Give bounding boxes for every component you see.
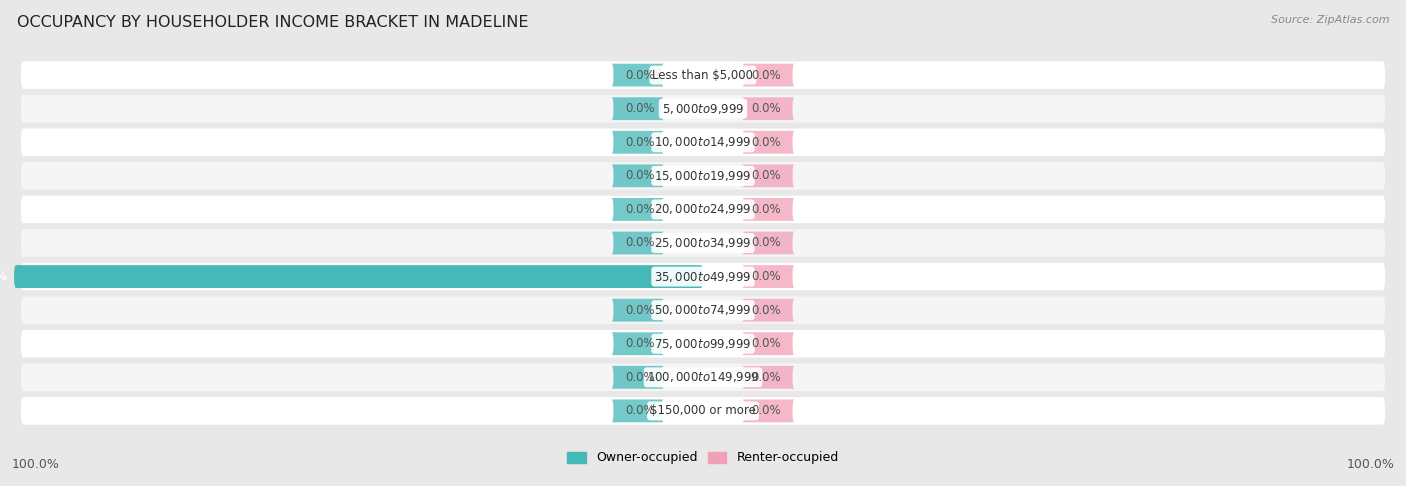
FancyBboxPatch shape — [742, 299, 794, 322]
Text: 0.0%: 0.0% — [751, 237, 780, 249]
FancyBboxPatch shape — [612, 399, 664, 422]
Text: $35,000 to $49,999: $35,000 to $49,999 — [654, 270, 752, 283]
FancyBboxPatch shape — [14, 265, 703, 288]
Text: $25,000 to $34,999: $25,000 to $34,999 — [654, 236, 752, 250]
Text: $5,000 to $9,999: $5,000 to $9,999 — [662, 102, 744, 116]
FancyBboxPatch shape — [21, 397, 1385, 425]
Text: 0.0%: 0.0% — [626, 203, 655, 216]
FancyBboxPatch shape — [612, 299, 664, 322]
FancyBboxPatch shape — [742, 332, 794, 355]
FancyBboxPatch shape — [21, 330, 1385, 358]
FancyBboxPatch shape — [742, 198, 794, 221]
FancyBboxPatch shape — [21, 263, 1385, 290]
Text: Less than $5,000: Less than $5,000 — [652, 69, 754, 82]
Text: $150,000 or more: $150,000 or more — [650, 404, 756, 417]
FancyBboxPatch shape — [612, 164, 664, 187]
Text: 0.0%: 0.0% — [751, 102, 780, 115]
Text: 0.0%: 0.0% — [751, 404, 780, 417]
Text: 0.0%: 0.0% — [751, 304, 780, 317]
Text: 0.0%: 0.0% — [751, 337, 780, 350]
Text: 0.0%: 0.0% — [626, 237, 655, 249]
Text: 100.0%: 100.0% — [1347, 458, 1395, 471]
FancyBboxPatch shape — [742, 366, 794, 389]
FancyBboxPatch shape — [612, 198, 664, 221]
FancyBboxPatch shape — [21, 229, 1385, 257]
FancyBboxPatch shape — [21, 364, 1385, 391]
Text: Source: ZipAtlas.com: Source: ZipAtlas.com — [1271, 15, 1389, 25]
Text: $10,000 to $14,999: $10,000 to $14,999 — [654, 135, 752, 149]
Text: 0.0%: 0.0% — [751, 371, 780, 384]
Text: $15,000 to $19,999: $15,000 to $19,999 — [654, 169, 752, 183]
FancyBboxPatch shape — [612, 332, 664, 355]
Text: 100.0%: 100.0% — [0, 270, 7, 283]
FancyBboxPatch shape — [612, 366, 664, 389]
Text: 0.0%: 0.0% — [626, 304, 655, 317]
Text: 100.0%: 100.0% — [11, 458, 59, 471]
Text: $100,000 to $149,999: $100,000 to $149,999 — [647, 370, 759, 384]
FancyBboxPatch shape — [21, 95, 1385, 122]
Text: 0.0%: 0.0% — [626, 371, 655, 384]
FancyBboxPatch shape — [21, 61, 1385, 89]
Text: 0.0%: 0.0% — [751, 136, 780, 149]
Text: $75,000 to $99,999: $75,000 to $99,999 — [654, 337, 752, 351]
FancyBboxPatch shape — [21, 128, 1385, 156]
Legend: Owner-occupied, Renter-occupied: Owner-occupied, Renter-occupied — [562, 447, 844, 469]
FancyBboxPatch shape — [742, 97, 794, 120]
Text: $50,000 to $74,999: $50,000 to $74,999 — [654, 303, 752, 317]
FancyBboxPatch shape — [21, 196, 1385, 223]
FancyBboxPatch shape — [21, 162, 1385, 190]
FancyBboxPatch shape — [742, 399, 794, 422]
Text: 0.0%: 0.0% — [626, 169, 655, 182]
Text: $20,000 to $24,999: $20,000 to $24,999 — [654, 203, 752, 216]
Text: 0.0%: 0.0% — [751, 69, 780, 82]
FancyBboxPatch shape — [742, 232, 794, 254]
Text: OCCUPANCY BY HOUSEHOLDER INCOME BRACKET IN MADELINE: OCCUPANCY BY HOUSEHOLDER INCOME BRACKET … — [17, 15, 529, 30]
Text: 0.0%: 0.0% — [626, 136, 655, 149]
FancyBboxPatch shape — [612, 64, 664, 87]
Text: 0.0%: 0.0% — [626, 337, 655, 350]
FancyBboxPatch shape — [612, 97, 664, 120]
FancyBboxPatch shape — [742, 131, 794, 154]
Text: 0.0%: 0.0% — [626, 404, 655, 417]
FancyBboxPatch shape — [21, 296, 1385, 324]
FancyBboxPatch shape — [612, 232, 664, 254]
Text: 0.0%: 0.0% — [751, 203, 780, 216]
Text: 0.0%: 0.0% — [626, 69, 655, 82]
Text: 0.0%: 0.0% — [751, 270, 780, 283]
Text: 0.0%: 0.0% — [626, 102, 655, 115]
FancyBboxPatch shape — [742, 265, 794, 288]
Text: 0.0%: 0.0% — [751, 169, 780, 182]
FancyBboxPatch shape — [612, 131, 664, 154]
FancyBboxPatch shape — [742, 64, 794, 87]
FancyBboxPatch shape — [742, 164, 794, 187]
